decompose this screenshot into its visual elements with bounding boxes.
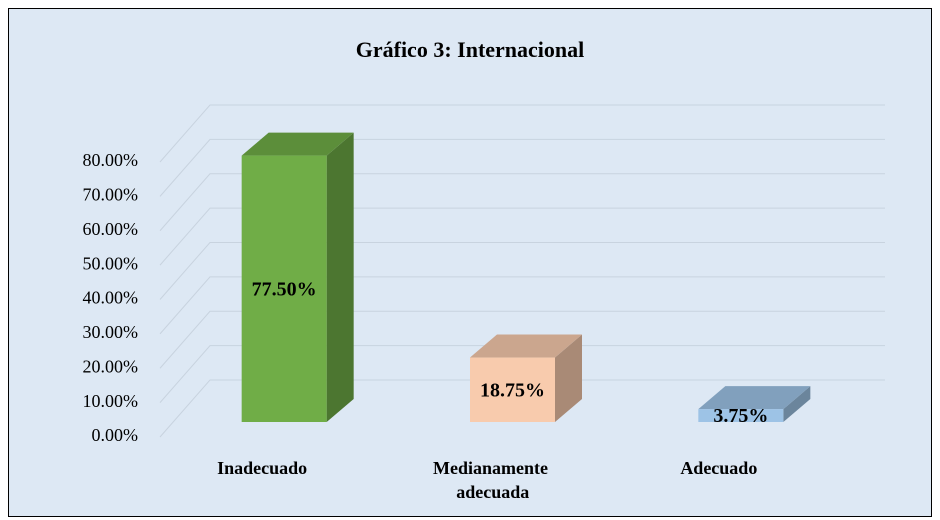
y-tick-label: 80.00% <box>83 150 139 170</box>
grid-line <box>159 207 885 266</box>
grid-line <box>159 276 885 335</box>
grid-line <box>159 104 885 163</box>
y-tick-label: 10.00% <box>83 391 139 411</box>
grid-line <box>159 310 885 369</box>
x-tick-label: Adecuado <box>680 458 757 478</box>
y-tick-label: 70.00% <box>83 185 139 205</box>
data-label: 77.50% <box>252 278 317 300</box>
y-tick-label: 50.00% <box>83 253 139 273</box>
bar-top <box>698 386 811 410</box>
data-label: 3.75% <box>713 405 768 427</box>
bar-top <box>470 334 582 358</box>
data-label: 18.75% <box>480 379 545 401</box>
grid-line <box>159 242 885 300</box>
grid-line <box>159 345 885 403</box>
grid-line <box>159 379 885 438</box>
x-tick-label: Medianamente adecuada <box>433 458 548 502</box>
bar-side <box>783 386 811 422</box>
y-tick-label: 30.00% <box>83 322 139 342</box>
bar-side <box>326 132 354 422</box>
y-tick-label: 60.00% <box>83 219 139 239</box>
grid-line <box>159 173 885 232</box>
bar-top <box>241 132 354 156</box>
x-tick-label: Inadecuado <box>217 458 307 478</box>
bar-side <box>555 334 582 422</box>
bar <box>698 386 811 422</box>
bar-front <box>698 409 784 422</box>
grid-line <box>159 138 885 197</box>
bar-front <box>470 357 555 422</box>
bar <box>241 132 354 422</box>
y-tick-label: 0.00% <box>92 425 139 445</box>
chart-title: Gráfico 3: Internacional <box>356 37 585 62</box>
y-tick-label: 20.00% <box>83 356 139 376</box>
chart-frame <box>8 8 932 517</box>
bar <box>470 334 582 422</box>
y-tick-label: 40.00% <box>83 288 139 308</box>
bar-front <box>241 155 327 422</box>
